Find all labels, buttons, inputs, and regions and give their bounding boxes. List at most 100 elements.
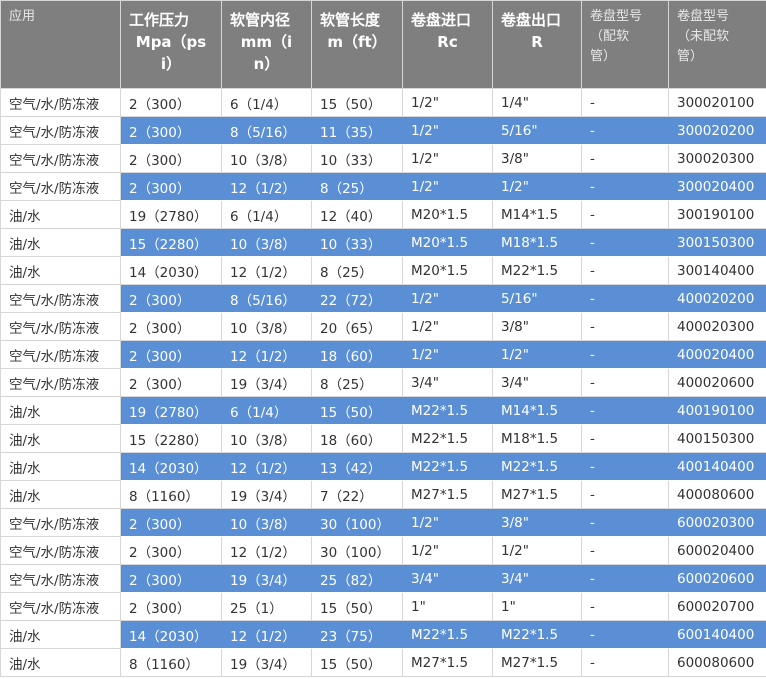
cell-reel-inlet: M20*1.5 — [402, 200, 493, 229]
cell-application: 空气/水/防冻液 — [0, 116, 121, 145]
cell-working-pressure: 15（2280） — [120, 424, 222, 453]
cell-application: 油/水 — [0, 620, 121, 649]
cell-working-pressure: 19（2780） — [120, 396, 222, 425]
cell-reel-outlet: M18*1.5 — [492, 228, 582, 257]
cell-application: 油/水 — [0, 256, 121, 285]
table-row: 空气/水/防冻液 2（300） 12（1/2） 18（60） 1/2" 1/2" -4000… — [0, 340, 766, 369]
cell-application: 空气/水/防冻液 — [0, 284, 121, 313]
header-application: 应用 — [0, 0, 121, 89]
cell-working-pressure: 14（2030） — [120, 620, 222, 649]
cell-reel-inlet: 1/2" — [402, 88, 493, 117]
cell-hose-length: 15（50） — [311, 396, 403, 425]
cell-reel-inlet: M20*1.5 — [402, 256, 493, 285]
cell-reel-model-with-hose: - — [581, 424, 669, 453]
cell-working-pressure: 2（300） — [120, 508, 222, 537]
cell-reel-model-with-hose: - — [581, 452, 669, 481]
cell-reel-inlet: 3/4" — [402, 564, 493, 593]
header-line: mm（i — [240, 33, 293, 51]
header-hose-inner-diameter: 软管内径 mm（i n） — [221, 0, 312, 89]
table-row: 油/水 14（2030） 12（1/2） 13（42） M22*1.5 M22*1.5-4… — [0, 452, 766, 481]
cell-working-pressure: 2（300） — [120, 564, 222, 593]
cell-reel-outlet: M14*1.5 — [492, 200, 582, 229]
cell-reel-inlet: 1/2" — [402, 144, 493, 173]
table-row: 空气/水/防冻液 2（300） 8（5/16） 22（72） 1/2" 5/16" -400… — [0, 284, 766, 313]
cell-application: 空气/水/防冻液 — [0, 144, 121, 173]
cell-reel-inlet: 1/2" — [402, 284, 493, 313]
cell-reel-model-without-hose: 400140400 — [668, 452, 766, 481]
header-reel-outlet: 卷盘出口 R — [492, 0, 582, 89]
cell-hose-length: 12（40） — [311, 200, 403, 229]
header-line: （未配软 — [677, 29, 730, 44]
cell-hose-inner-diameter: 12（1/2） — [221, 256, 312, 285]
table-row: 空气/水/防冻液 2（300） 6（1/4） 15（50） 1/2" 1/4" -30002… — [0, 88, 766, 117]
cell-hose-length: 10（33） — [311, 228, 403, 257]
cell-hose-length: 15（50） — [311, 592, 403, 621]
cell-application: 空气/水/防冻液 — [0, 312, 121, 341]
table-header-row: 应用 工作压力 Mpa（ps i） 软管内径 mm（i n） 软管长度 m（ft） 卷盘进口 Rc 卷… — [0, 0, 766, 89]
cell-hose-inner-diameter: 19（3/4） — [221, 480, 312, 509]
cell-reel-outlet: M22*1.5 — [492, 452, 582, 481]
cell-reel-inlet: M22*1.5 — [402, 452, 493, 481]
header-line: Mpa（ps — [135, 33, 207, 51]
table-row: 油/水 14（2030） 12（1/2） 23（75） M22*1.5 M22*1.5-6… — [0, 620, 766, 649]
header-hose-length: 软管长度 m（ft） — [311, 0, 403, 89]
cell-reel-outlet: 1" — [492, 592, 582, 621]
cell-reel-model-with-hose: - — [581, 396, 669, 425]
cell-working-pressure: 2（300） — [120, 144, 222, 173]
header-line: 卷盘型号 — [677, 9, 730, 24]
cell-reel-model-without-hose: 300020100 — [668, 88, 766, 117]
cell-reel-model-without-hose: 600020400 — [668, 536, 766, 565]
cell-working-pressure: 2（300） — [120, 172, 222, 201]
cell-reel-inlet: 1/2" — [402, 172, 493, 201]
cell-working-pressure: 8（1160） — [120, 480, 222, 509]
cell-working-pressure: 14（2030） — [120, 256, 222, 285]
cell-application: 油/水 — [0, 480, 121, 509]
table-row: 油/水 8（1160） 19（3/4） 15（50） M27*1.5 M27*1.5-60… — [0, 648, 766, 677]
cell-working-pressure: 2（300） — [120, 592, 222, 621]
cell-reel-inlet: M22*1.5 — [402, 620, 493, 649]
cell-reel-model-with-hose: - — [581, 256, 669, 285]
cell-reel-outlet: M22*1.5 — [492, 256, 582, 285]
cell-reel-inlet: 1/2" — [402, 312, 493, 341]
header-line: 工作压力 — [129, 11, 190, 29]
cell-reel-model-with-hose: - — [581, 200, 669, 229]
cell-reel-inlet: 1/2" — [402, 536, 493, 565]
table-row: 空气/水/防冻液 2（300） 10（3/8） 30（100） 1/2" 3/8" -600… — [0, 508, 766, 537]
cell-application: 油/水 — [0, 396, 121, 425]
cell-reel-outlet: M27*1.5 — [492, 480, 582, 509]
cell-hose-inner-diameter: 25（1） — [221, 592, 312, 621]
header-line: 卷盘进口 — [411, 11, 472, 29]
header-line: 卷盘型号 — [590, 9, 643, 24]
header-line: 软管长度 — [320, 11, 381, 29]
cell-reel-inlet: M27*1.5 — [402, 480, 493, 509]
cell-reel-model-with-hose: - — [581, 116, 669, 145]
cell-hose-length: 15（50） — [311, 88, 403, 117]
cell-hose-inner-diameter: 8（5/16） — [221, 116, 312, 145]
table-row: 空气/水/防冻液 2（300） 19（3/4） 8（25） 3/4" 3/4" -40002… — [0, 368, 766, 397]
cell-hose-length: 23（75） — [311, 620, 403, 649]
cell-hose-length: 10（33） — [311, 144, 403, 173]
cell-working-pressure: 2（300） — [120, 536, 222, 565]
cell-reel-model-without-hose: 400190100 — [668, 396, 766, 425]
cell-reel-inlet: 1/2" — [402, 340, 493, 369]
cell-hose-length: 22（72） — [311, 284, 403, 313]
cell-hose-length: 30（100） — [311, 508, 403, 537]
table-row: 空气/水/防冻液 2（300） 10（3/8） 20（65） 1/2" 3/8" -4000… — [0, 312, 766, 341]
cell-application: 空气/水/防冻液 — [0, 564, 121, 593]
cell-hose-length: 25（82） — [311, 564, 403, 593]
cell-working-pressure: 2（300） — [120, 284, 222, 313]
cell-reel-inlet: M20*1.5 — [402, 228, 493, 257]
cell-reel-model-without-hose: 300190100 — [668, 200, 766, 229]
cell-hose-inner-diameter: 6（1/4） — [221, 200, 312, 229]
cell-hose-inner-diameter: 12（1/2） — [221, 452, 312, 481]
cell-hose-length: 11（35） — [311, 116, 403, 145]
cell-reel-outlet: 1/2" — [492, 536, 582, 565]
cell-reel-inlet: M22*1.5 — [402, 396, 493, 425]
cell-reel-outlet: M22*1.5 — [492, 620, 582, 649]
cell-hose-inner-diameter: 19（3/4） — [221, 368, 312, 397]
cell-reel-inlet: 1/2" — [402, 116, 493, 145]
cell-reel-outlet: 1/2" — [492, 340, 582, 369]
cell-hose-inner-diameter: 6（1/4） — [221, 396, 312, 425]
cell-hose-length: 7（22） — [311, 480, 403, 509]
